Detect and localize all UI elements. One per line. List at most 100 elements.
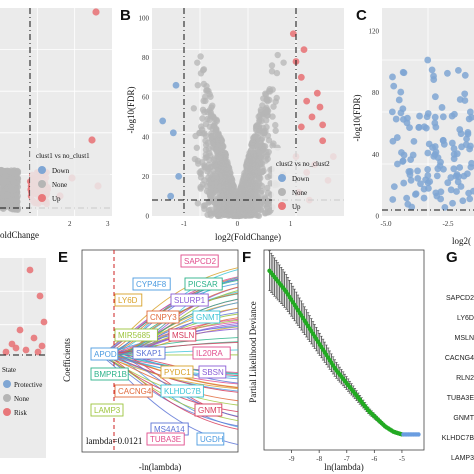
panel-e-xlabel: -ln(lambda) [139, 462, 181, 472]
volcano-point-up [303, 97, 311, 105]
down-point [424, 149, 432, 157]
none-point [202, 120, 210, 128]
none-point [244, 191, 252, 198]
gene-label: GNMT [198, 406, 222, 415]
panel-g-gene-label: LY6D [457, 315, 474, 322]
none-point [201, 108, 208, 116]
none-point [13, 197, 20, 204]
down-point [416, 112, 423, 120]
down-point [392, 115, 400, 123]
gene-label: SLURP1 [174, 296, 206, 305]
volcano-point-up [297, 73, 305, 81]
down-point [468, 159, 474, 167]
risk-point [40, 318, 48, 326]
none-point [268, 68, 276, 75]
none-point [251, 132, 259, 140]
none-point [261, 130, 268, 137]
panel-b-ytick-label: 60 [142, 94, 150, 102]
down-point [467, 142, 474, 150]
none-point [222, 151, 229, 159]
none-point [206, 116, 213, 124]
none-point [264, 173, 272, 181]
risk-point [34, 348, 42, 356]
panel-d-grid [0, 258, 46, 358]
panel-b-ytick-label: 40 [142, 133, 150, 141]
panel-d: State Protective None Risk [0, 258, 48, 458]
panel-a-xlabel: oldChange [0, 230, 39, 240]
panel-g-gene-labels: SAPCD2 LY6D MSLN CACNG4 RLN2 TUBA3E GNMT KLHDC7… [442, 295, 474, 462]
none-point [220, 191, 228, 198]
none-point [261, 143, 269, 150]
none-point [219, 203, 227, 210]
risk-point [16, 326, 24, 334]
none-point [219, 163, 226, 170]
volcano-point-down [172, 81, 180, 89]
panel-f-xtick-label: -9 [289, 455, 295, 463]
panel-c-ytick-label: 0 [376, 213, 380, 221]
panel-f-xtick-label: -6 [371, 455, 377, 463]
panel-g-gene-label: TUBA3E [447, 395, 474, 402]
none-point [224, 158, 231, 166]
down-point [449, 199, 456, 207]
panel-c-ylabel: -log10(FDR) [352, 94, 362, 141]
none-point [204, 165, 212, 173]
coefficient-path [116, 324, 239, 356]
gene-label-box [184, 277, 223, 291]
none-point [0, 199, 4, 207]
down-point [409, 151, 417, 159]
down-point [415, 124, 423, 131]
gene-label: SKAP1 [136, 349, 162, 358]
down-point [414, 175, 422, 182]
none-point [245, 212, 253, 219]
none-point [244, 162, 251, 170]
volcano-point-down [169, 129, 177, 137]
panel-e: E Coefficients SAPCD2 CYP4F8 PICSAR LY6D SLU… [58, 249, 239, 472]
down-point [395, 96, 403, 104]
risk-point [38, 342, 46, 350]
none-point [14, 192, 21, 200]
none-point [220, 142, 227, 150]
down-point [470, 187, 474, 195]
none-point [200, 202, 207, 210]
none-point [239, 192, 246, 200]
panel-g-gene-label: MSLN [455, 335, 474, 342]
none-point [268, 62, 276, 69]
panel-b-xtick-label: -1 [181, 220, 187, 228]
none-point [206, 149, 213, 157]
none-point [270, 140, 277, 147]
gene-label-box [180, 254, 219, 268]
down-point [400, 151, 408, 159]
gene-label-box [160, 365, 194, 379]
panel-g-gene-label: CACNG4 [445, 355, 474, 362]
risk-point [30, 334, 38, 342]
none-point [226, 200, 233, 208]
panel-b-ylabel: -log10(FDR) [126, 86, 136, 133]
panel-b-legend-down: Down [292, 175, 310, 183]
none-point [200, 97, 207, 105]
none-point [262, 117, 270, 124]
down-point [438, 104, 446, 111]
panel-f-ylabel: Partial Likelihood Deviance [248, 301, 258, 402]
none-point [263, 109, 270, 116]
down-point [456, 126, 464, 133]
none-point [270, 103, 277, 110]
none-point [208, 104, 215, 111]
gene-label-box [198, 365, 227, 379]
down-point [424, 165, 432, 173]
panel-f: F Partial Likelihood Deviance -9 -8 -7 -6 -5… [242, 249, 425, 472]
none-point [230, 208, 237, 216]
gene-label: CYP4F8 [136, 280, 167, 289]
volcano-point-up [297, 123, 305, 131]
down-point [397, 88, 405, 96]
down-point [389, 73, 396, 81]
none-point [257, 175, 264, 182]
gene-label: BMPR1B [94, 370, 127, 379]
panel-b-xtick-label: 1 [289, 220, 293, 228]
none-point [10, 179, 17, 186]
down-point [424, 110, 432, 117]
none-point [0, 189, 5, 196]
volcano-point-down [175, 172, 183, 180]
down-point [454, 66, 462, 74]
gene-label: CNPY3 [150, 313, 177, 322]
panel-b-legend-down-swatch [278, 174, 286, 182]
